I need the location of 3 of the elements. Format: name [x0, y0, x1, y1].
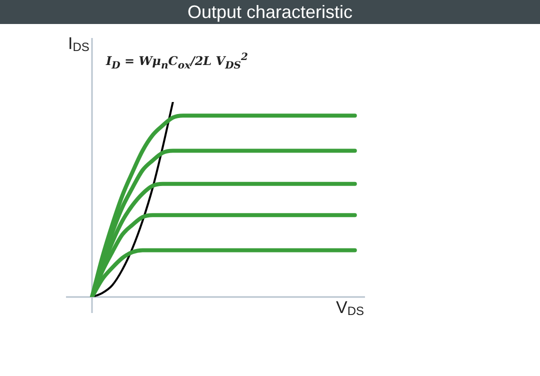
chart-title: Output characteristic	[0, 0, 540, 24]
x-axis-title: V$_{DS}$	[336, 298, 364, 318]
y-axis-title: I$_{DS}$	[68, 34, 90, 54]
